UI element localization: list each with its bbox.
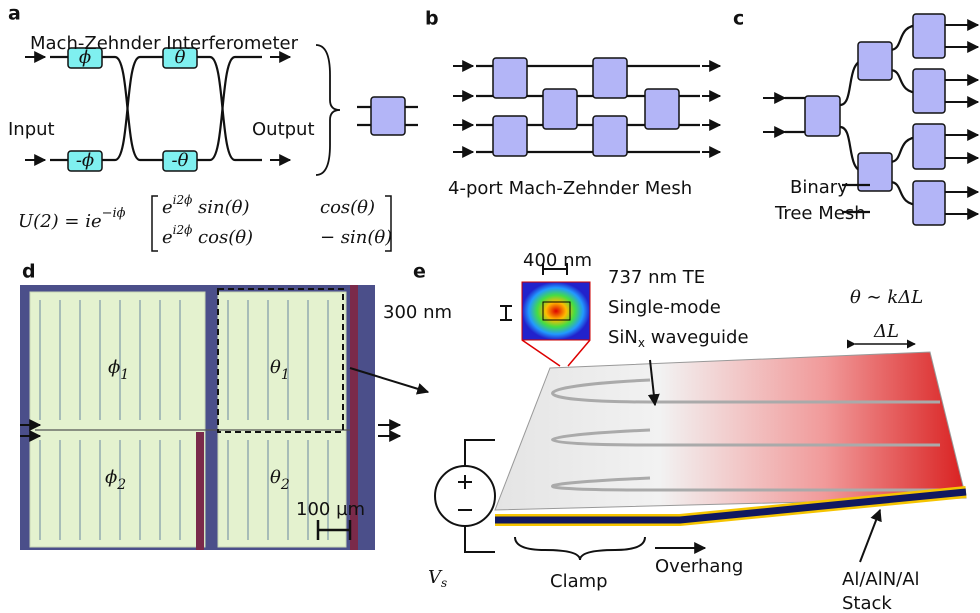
mzi-box bbox=[913, 14, 945, 58]
mzi-box bbox=[371, 97, 405, 135]
pointer bbox=[860, 510, 880, 562]
stack-label: Al/AlN/Al bbox=[842, 569, 920, 590]
mode-text: SiNx waveguide bbox=[608, 327, 749, 350]
waveguide bbox=[522, 340, 590, 366]
stack-label: Stack bbox=[842, 593, 892, 613]
region-sub: 1 bbox=[120, 367, 129, 383]
mode-text: Single-mode bbox=[608, 297, 721, 318]
matrix-entry: cos(θ) bbox=[320, 197, 375, 218]
mode-base: SiN bbox=[608, 327, 638, 348]
entry-rest: sin(θ) bbox=[192, 197, 249, 218]
region-symbol: θ bbox=[270, 467, 281, 488]
entry-rest: cos(θ) bbox=[192, 227, 253, 248]
mzi-box bbox=[493, 116, 527, 156]
cantilever bbox=[495, 352, 966, 510]
scale-bar-label: 100 µm bbox=[296, 499, 365, 520]
mzi-box bbox=[543, 89, 577, 129]
phase-label: θ bbox=[175, 47, 186, 68]
clamp-label: Clamp bbox=[550, 571, 608, 592]
mzi-box bbox=[645, 89, 679, 129]
matrix: ei2ϕ sin(θ)cos(θ)ei2ϕ cos(θ)− sin(θ) bbox=[162, 193, 392, 249]
source-label: Vs bbox=[428, 567, 447, 590]
waveguide bbox=[50, 57, 262, 160]
entry-base: e bbox=[162, 197, 173, 218]
entry-base: − sin(θ) bbox=[320, 227, 392, 248]
mzi-box bbox=[913, 69, 945, 113]
waveguide bbox=[500, 306, 512, 320]
region-sub: 2 bbox=[116, 477, 126, 493]
source-sub: s bbox=[441, 576, 447, 590]
panel-label: e bbox=[413, 261, 426, 283]
waveguide bbox=[316, 45, 340, 175]
mzi-box bbox=[593, 116, 627, 156]
mzi-box bbox=[805, 96, 840, 136]
caption: Binary bbox=[790, 177, 848, 198]
mzi-box bbox=[493, 58, 527, 98]
panel-label: a bbox=[8, 3, 21, 25]
eq-lhs: U(2) = ie bbox=[18, 211, 102, 232]
shapes bbox=[20, 14, 978, 562]
mzi-box bbox=[913, 124, 945, 169]
output-label: Output bbox=[252, 119, 315, 140]
region-symbol: ϕ bbox=[105, 467, 117, 488]
equation-lhs: U(2) = ie−iϕ bbox=[18, 206, 126, 233]
panel-title: Mach-Zehnder Interferometer bbox=[30, 33, 299, 54]
waveguide bbox=[50, 57, 262, 160]
entry-exp: i2ϕ bbox=[173, 223, 193, 237]
relation: θ ∼ kΔL bbox=[850, 287, 923, 308]
mzi-box bbox=[858, 42, 892, 80]
matrix-entry: ei2ϕ cos(θ) bbox=[162, 223, 253, 249]
caption: Tree Mesh bbox=[774, 203, 866, 224]
entry-exp: i2ϕ bbox=[173, 193, 193, 207]
phase-label: -ϕ bbox=[76, 150, 94, 171]
entry-base: e bbox=[162, 227, 173, 248]
matrix-entry: ei2ϕ sin(θ) bbox=[162, 193, 250, 219]
caption: 4-port Mach-Zehnder Mesh bbox=[448, 178, 692, 199]
heater-region bbox=[30, 292, 205, 547]
entry-base: cos(θ) bbox=[320, 197, 375, 218]
mode-rest: waveguide bbox=[645, 327, 749, 348]
input-label: Input bbox=[8, 119, 55, 140]
region-sub: 1 bbox=[281, 367, 290, 383]
panel-label: c bbox=[733, 8, 744, 30]
figure: a Mach-Zehnder Interferometer Input Outp… bbox=[0, 0, 980, 613]
mzi-box bbox=[913, 181, 945, 225]
panel-label: b bbox=[425, 8, 439, 30]
phase-label: -θ bbox=[172, 150, 189, 171]
waveguide bbox=[515, 537, 645, 560]
region-symbol: ϕ bbox=[108, 357, 120, 378]
region-symbol: θ bbox=[270, 357, 281, 378]
mode-sub: x bbox=[638, 336, 645, 350]
phase-label: ϕ bbox=[79, 47, 91, 68]
mode-profile bbox=[522, 282, 590, 340]
trace bbox=[196, 432, 204, 550]
delta-label: ΔL bbox=[873, 321, 899, 342]
width-label: 400 nm bbox=[523, 250, 592, 271]
region-sub: 2 bbox=[280, 477, 290, 493]
mzi-box bbox=[593, 58, 627, 98]
panel-label: d bbox=[22, 261, 36, 283]
height-label: 300 nm bbox=[383, 302, 452, 323]
eq-exponent: −iϕ bbox=[102, 206, 126, 221]
mode-text: 737 nm TE bbox=[608, 267, 705, 288]
overhang-label: Overhang bbox=[655, 556, 743, 577]
matrix-entry: − sin(θ) bbox=[320, 227, 392, 248]
waveguide bbox=[152, 196, 158, 251]
